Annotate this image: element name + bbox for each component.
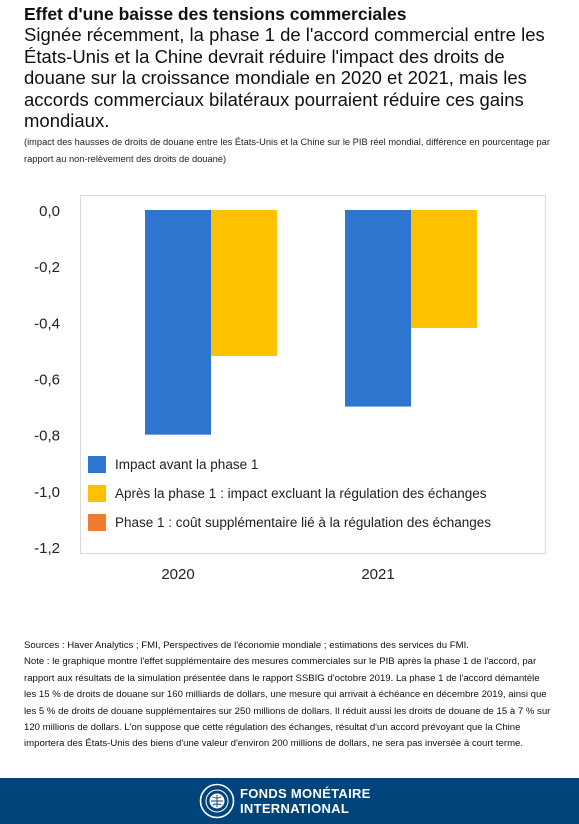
footer-bar: FONDS MONÉTAIRE INTERNATIONAL <box>0 778 579 824</box>
chart-subtitle: Signée récemment, la phase 1 de l'accord… <box>24 24 545 131</box>
legend-swatch-blue <box>88 456 106 473</box>
bar-after-phase1 <box>411 210 477 328</box>
legend-item-after-phase1: Après la phase 1 : impact excluant la ré… <box>82 479 542 508</box>
bar-impact-before-phase1 <box>145 210 211 435</box>
legend-label: Impact avant la phase 1 <box>115 457 259 472</box>
y-tick-label: -0,4 <box>34 315 60 332</box>
y-tick-label: -0,6 <box>34 372 60 389</box>
imf-wordmark: FONDS MONÉTAIRE INTERNATIONAL <box>240 786 371 816</box>
chart-description: (impact des hausses de droits de douane … <box>24 137 550 164</box>
bar-impact-before-phase1 <box>345 210 411 407</box>
y-tick-label: -1,0 <box>34 484 60 501</box>
legend-swatch-orange <box>88 514 106 531</box>
y-tick-label: -1,2 <box>34 540 60 557</box>
note-paragraph: Note : le graphique montre l'effet suppl… <box>24 656 551 750</box>
legend-label: Après la phase 1 : impact excluant la ré… <box>115 486 487 501</box>
x-tick-label: 2020 <box>161 566 194 583</box>
legend-label: Phase 1 : coût supplémentaire lié à la r… <box>115 515 491 530</box>
legend-swatch-yellow <box>88 485 106 502</box>
footer-line-2: INTERNATIONAL <box>240 801 350 816</box>
chart-legend: Impact avant la phase 1 Après la phase 1… <box>82 450 542 537</box>
y-tick-label: 0,0 <box>39 203 60 220</box>
sources-line: Sources : Haver Analytics ; FMI, Perspec… <box>24 640 469 651</box>
y-tick-label: -0,2 <box>34 259 60 276</box>
legend-item-regulation-cost: Phase 1 : coût supplémentaire lié à la r… <box>82 508 542 537</box>
sources-note: Sources : Haver Analytics ; FMI, Perspec… <box>24 638 554 753</box>
footer-line-1: FONDS MONÉTAIRE <box>240 786 371 801</box>
imf-seal-icon <box>199 783 235 819</box>
legend-item-before-phase1: Impact avant la phase 1 <box>82 450 542 479</box>
chart-title: Effet d'une baisse des tensions commerci… <box>24 4 407 24</box>
y-tick-label: -0,8 <box>34 428 60 445</box>
x-tick-label: 2021 <box>361 566 394 583</box>
bar-after-phase1 <box>211 210 277 357</box>
